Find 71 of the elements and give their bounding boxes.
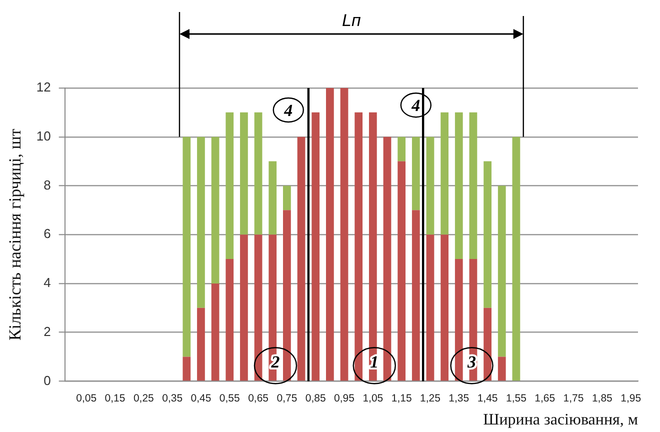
y-tick-label: 8	[44, 177, 51, 192]
y-axis-title: Кількість насіння гірчиці, шт	[6, 128, 25, 340]
bar	[398, 161, 406, 381]
x-tick-label: 1,85	[592, 392, 613, 404]
x-tick-label: 0,55	[219, 392, 240, 404]
bar	[240, 234, 248, 381]
bar	[440, 234, 449, 381]
x-tick-label: 1,15	[391, 392, 412, 404]
x-tick-label: 0,75	[276, 392, 298, 404]
x-tick-label: 0,25	[133, 392, 154, 404]
x-tick-label: 0,85	[305, 392, 326, 404]
x-tick-label: 1,05	[362, 392, 384, 404]
x-tick-label: 1,75	[563, 392, 584, 404]
bar	[197, 308, 205, 381]
bar	[254, 234, 262, 381]
x-tick-label: 1,35	[448, 392, 470, 404]
bar	[240, 112, 248, 235]
annotation: 4	[410, 96, 420, 116]
bar	[254, 112, 262, 235]
bar	[268, 161, 277, 235]
bar	[383, 136, 392, 381]
x-tick-label: 0,35	[162, 392, 183, 404]
bar	[226, 112, 234, 260]
bar	[368, 112, 377, 381]
text: Lп	[342, 11, 362, 30]
y-tick-label: 0	[44, 372, 51, 388]
bar	[426, 234, 434, 381]
bar	[283, 210, 291, 381]
y-tick-label: 2	[44, 324, 51, 339]
x-tick-label: 1,95	[620, 392, 642, 404]
bar	[412, 136, 420, 210]
bar	[297, 136, 306, 381]
bar	[412, 210, 420, 381]
bar	[498, 186, 506, 357]
bar	[211, 283, 220, 381]
bar	[484, 161, 492, 308]
x-tick-label: 1,55	[506, 392, 527, 404]
bar	[326, 88, 334, 381]
bar	[440, 112, 449, 235]
x-tick-label: 0,65	[248, 392, 269, 404]
y-tick-label: 10	[36, 128, 51, 144]
bar	[484, 308, 492, 381]
x-tick-label: 0,45	[190, 392, 212, 404]
bar	[454, 112, 463, 260]
bar	[498, 356, 506, 381]
bar	[182, 136, 191, 357]
bar	[182, 356, 191, 381]
bar	[211, 136, 220, 284]
bar	[226, 259, 234, 381]
y-tick-label: 6	[44, 226, 51, 242]
bar	[340, 88, 348, 381]
x-axis-title: Ширина засіювання, м	[483, 412, 638, 429]
x-tick-label: 0,05	[76, 392, 97, 404]
x-tick-label: 1,25	[420, 392, 441, 404]
x-tick-label: 0,95	[334, 392, 355, 404]
bar	[283, 186, 291, 210]
bar	[469, 112, 478, 260]
bar	[512, 136, 520, 381]
annotation: 4	[283, 100, 293, 120]
x-tick-label: 1,45	[477, 392, 498, 404]
bar	[312, 112, 320, 381]
bar	[454, 259, 463, 381]
bar	[426, 136, 434, 235]
bar	[197, 136, 205, 308]
x-tick-label: 0,15	[104, 392, 126, 404]
bar	[354, 112, 363, 381]
annotation: 1	[370, 352, 379, 372]
y-tick-label: 12	[36, 80, 51, 95]
y-tick-label: 4	[44, 275, 51, 290]
x-tick-label: 1,65	[534, 392, 556, 404]
bar	[398, 136, 406, 162]
